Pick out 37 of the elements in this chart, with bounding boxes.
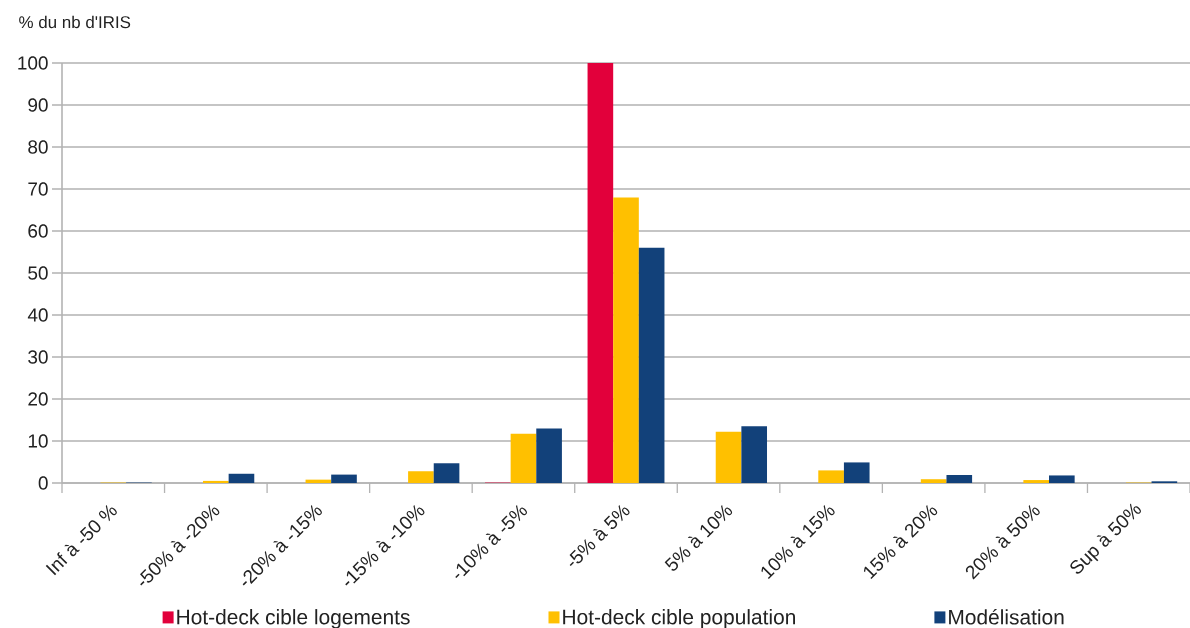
bar — [741, 426, 768, 483]
legend-label: Hot-deck cible logements — [177, 609, 410, 628]
y-tick-label: 80 — [28, 140, 48, 154]
y-tick-label: 50 — [28, 266, 48, 280]
bar — [638, 247, 665, 483]
bar — [331, 474, 357, 483]
bar — [228, 473, 255, 483]
bar — [1049, 475, 1075, 483]
bar — [920, 479, 947, 483]
legend-label: Modélisation — [949, 608, 1064, 625]
y-tick-label: 0 — [38, 476, 48, 490]
bar — [587, 63, 614, 483]
x-tick-label: -5% à 5% — [569, 504, 630, 567]
bar — [715, 431, 742, 483]
bar — [536, 428, 562, 483]
y-tick-label: 20 — [28, 392, 48, 406]
bar — [408, 471, 434, 483]
y-tick-label: 30 — [28, 350, 48, 364]
y-tick-label: 70 — [28, 182, 48, 196]
y-axis-title: % du nb d'IRIS — [19, 15, 131, 29]
bar — [843, 462, 870, 483]
y-tick-label: 100 — [18, 56, 48, 70]
y-tick-label: 40 — [27, 308, 48, 322]
y-tick-label: 90 — [28, 98, 48, 112]
bar — [818, 470, 844, 483]
y-tick-label: 60 — [28, 224, 48, 238]
bar — [433, 463, 460, 483]
bar — [613, 197, 639, 483]
y-tick-label: 10 — [28, 434, 48, 448]
bar — [946, 475, 973, 483]
x-tick-label: 5% à 10% — [664, 504, 733, 571]
bar — [510, 433, 537, 483]
bar — [203, 480, 229, 483]
bar — [1023, 480, 1050, 483]
legend-label: Hot-deck cible population — [563, 609, 795, 628]
x-tick-label: Sup à 50% — [1070, 503, 1141, 574]
x-tick-label: Inf à -50 % — [45, 504, 117, 576]
